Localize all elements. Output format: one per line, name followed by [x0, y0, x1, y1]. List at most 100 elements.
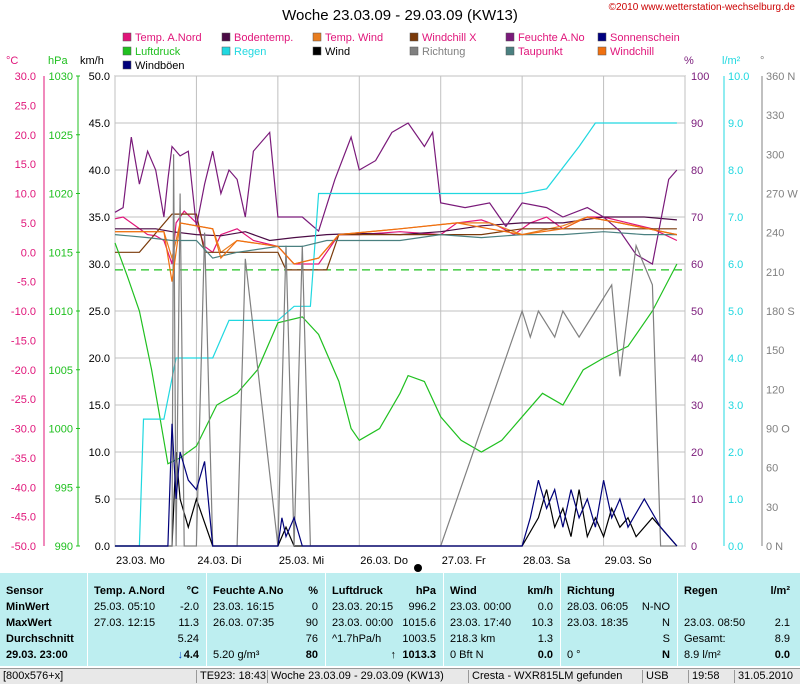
temp-header: Temp. A.Nord — [94, 585, 165, 597]
tick-label-rain: 8.0 — [728, 165, 743, 177]
tick-label-direction: 0 N — [766, 541, 783, 553]
series-line — [115, 423, 678, 547]
legend-label: Windchill X — [422, 32, 477, 44]
legend-swatch — [122, 46, 132, 56]
wind-avg-value: 1.3 — [537, 633, 553, 645]
wind-distance: 218.3 km — [450, 633, 496, 645]
row-label-max: MaxWert — [6, 617, 52, 629]
wind-beaufort: 0 Bft N — [450, 649, 484, 661]
tick-label-direction: 180 S — [766, 306, 795, 318]
tick-label-wind: 45.0 — [89, 118, 110, 130]
legend-swatch — [409, 32, 419, 42]
humidity-max-time: 26.03. 07:35 — [213, 617, 275, 629]
tick-label-pressure: 1030 — [49, 71, 73, 83]
humidity-max-value: 90 — [305, 617, 318, 629]
pressure-min-value: 996.2 — [408, 601, 436, 613]
legend-swatch — [221, 32, 231, 42]
direction-avg-value: S — [662, 633, 670, 645]
tick-label-humidity: 20 — [691, 447, 703, 459]
humidity-avg-value: 76 — [305, 633, 318, 645]
tick-label-pressure: 1005 — [49, 365, 73, 377]
wind-column: Wind km/h 23.03. 00:00 0.0 23.03. 17:40 … — [443, 573, 559, 666]
trend-up-icon: ↑ — [390, 649, 397, 661]
tick-label-wind: 20.0 — [89, 353, 110, 365]
tick-label-wind: 40.0 — [89, 165, 110, 177]
tick-label-humidity: 80 — [691, 165, 703, 177]
tick-label-x: 26.03. Do — [360, 555, 408, 567]
status-resolution: [800x576+x] — [3, 670, 64, 682]
wind-min-value: 0.0 — [537, 601, 553, 613]
direction-degrees: 0 ° — [567, 649, 581, 661]
tick-label-temp: -10.0 — [11, 306, 36, 318]
stats-table: Sensor MinWert MaxWert Durchschnitt 29.0… — [0, 573, 800, 666]
sensor-header: Sensor — [6, 585, 44, 597]
humidity-unit: % — [308, 585, 318, 597]
tick-label-pressure: 995 — [55, 482, 73, 494]
direction-max-time: 23.03. 18:35 — [567, 617, 629, 629]
tick-label-wind: 0.0 — [95, 541, 110, 553]
tick-label-rain: 0.0 — [728, 541, 743, 553]
direction-min-value: N-NO — [641, 601, 670, 613]
tick-label-rain: 9.0 — [728, 118, 743, 130]
tick-label-temp: 0.0 — [21, 247, 36, 259]
tick-label-direction: 120 — [766, 384, 784, 396]
direction-header: Richtung — [567, 585, 615, 597]
rain-column: Regen l/m² 23.03. 08:50 2.1 Gesamt: 8.9 … — [677, 573, 800, 666]
tick-label-humidity: 10 — [691, 494, 703, 506]
tick-label-temp: -5.0 — [17, 277, 36, 289]
temp-max-time: 27.03. 12:15 — [94, 617, 156, 629]
rain-header: Regen — [684, 585, 718, 597]
series-line — [115, 216, 678, 282]
tick-label-pressure: 1025 — [49, 130, 73, 142]
rain-total-value: 8.9 — [774, 633, 790, 645]
moon-phase-icon — [414, 564, 422, 572]
status-period: Woche 23.03.09 - 29.03.09 (KW13) — [267, 670, 468, 683]
axis-unit-wind: km/h — [80, 55, 104, 67]
rain-total-label: Gesamt: — [684, 633, 726, 645]
tick-label-temp: -15.0 — [11, 335, 36, 347]
direction-max-value: N — [662, 617, 670, 629]
tick-label-temp: 25.0 — [15, 100, 36, 112]
tick-label-direction: 300 — [766, 149, 784, 161]
humidity-min-value: 0 — [311, 601, 318, 613]
tick-label-direction: 150 — [766, 345, 784, 357]
series-line — [115, 122, 677, 547]
tick-label-humidity: 50 — [691, 306, 703, 318]
tick-label-humidity: 30 — [691, 400, 703, 412]
tick-label-humidity: 0 — [691, 541, 697, 553]
legend-label: Windchill — [610, 46, 654, 58]
axis-unit-temp: °C — [6, 55, 18, 67]
chart-title: Woche 23.03.09 - 29.03.09 (KW13) — [282, 7, 518, 24]
tick-label-rain: 3.0 — [728, 400, 743, 412]
legend-label: Temp. Wind — [325, 32, 383, 44]
plot-area — [114, 75, 686, 547]
legend-label: Windböen — [135, 60, 185, 72]
tick-label-pressure: 990 — [55, 541, 73, 553]
legend-swatch — [409, 46, 419, 56]
pressure-avg-value: 1003.5 — [402, 633, 436, 645]
tick-label-direction: 210 — [766, 267, 784, 279]
tick-label-direction: 240 — [766, 228, 784, 240]
tick-label-direction: 90 O — [766, 424, 790, 436]
status-station: Cresta - WXR815LM gefunden — [468, 670, 642, 683]
tick-label-x: 23.03. Mo — [116, 555, 165, 567]
wind-current-value: 0.0 — [537, 649, 553, 661]
temp-unit: °C — [186, 585, 199, 597]
tick-label-temp: 15.0 — [15, 159, 36, 171]
tick-label-humidity: 100 — [691, 71, 709, 83]
temp-column: Temp. A.Nord °C 25.03. 05:10 -2.0 27.03.… — [87, 573, 205, 666]
tick-label-humidity: 40 — [691, 353, 703, 365]
legend-swatch — [122, 32, 132, 42]
tick-label-temp: -50.0 — [11, 541, 36, 553]
pressure-max-value: 1015.6 — [402, 617, 436, 629]
copyright-text: ©2010 www.wetterstation-wechselburg.de — [609, 2, 796, 13]
tick-label-x: 27.03. Fr — [442, 555, 486, 567]
tick-label-rain: 5.0 — [728, 306, 743, 318]
status-time: 19:58 — [688, 670, 728, 683]
tick-label-temp: -35.0 — [11, 453, 36, 465]
tick-label-rain: 2.0 — [728, 447, 743, 459]
row-label-avg: Durchschnitt — [6, 633, 74, 645]
humidity-current-value: 80 — [305, 649, 318, 661]
temp-avg-value: 5.24 — [177, 633, 199, 645]
rain-unit: l/m² — [770, 585, 790, 597]
